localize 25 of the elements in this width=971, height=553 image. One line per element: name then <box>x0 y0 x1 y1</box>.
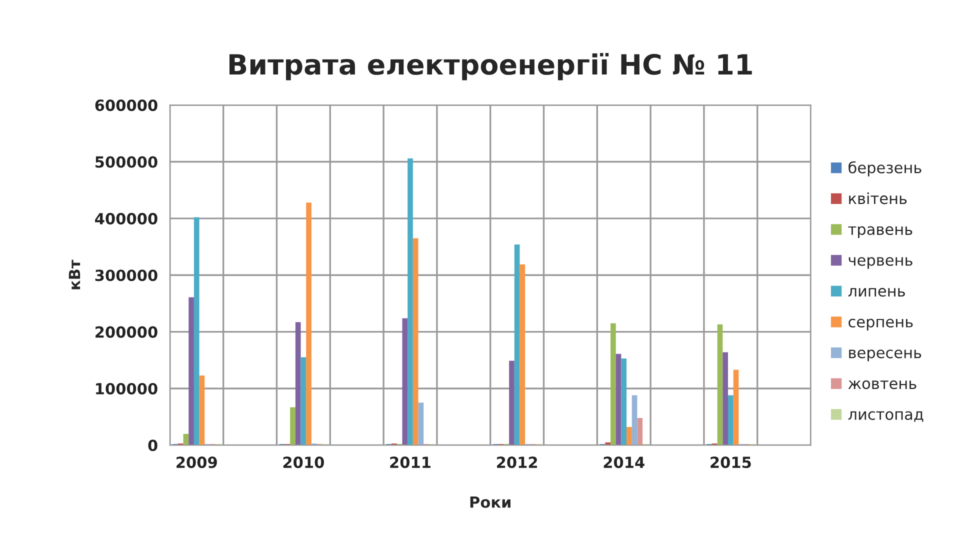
x-tick-label: 2012 <box>497 456 537 468</box>
y-tick-label: 600000 <box>95 100 158 112</box>
x-tick-label: 2014 <box>604 456 644 468</box>
y-tick-label: 0 <box>148 440 158 452</box>
legend-label: червень <box>848 257 912 269</box>
legend-label: серпень <box>848 318 913 330</box>
x-tick-label: 2011 <box>390 456 430 468</box>
legend-label: липень <box>848 288 905 297</box>
y-tick-label: 400000 <box>95 212 158 224</box>
y-tick-label: 200000 <box>96 326 158 338</box>
legend-label: листопад <box>848 411 924 422</box>
x-tick-label: 2015 <box>710 456 751 468</box>
legend-label: жовтень <box>848 380 916 390</box>
y-tick-label: 300000 <box>95 270 158 282</box>
legend-label: вересень <box>849 350 922 362</box>
y-tick-label: 100000 <box>96 382 158 395</box>
legend-label: травень <box>848 226 912 238</box>
y-axis-title: кВт <box>68 260 80 290</box>
legend-label: квітень <box>849 192 907 204</box>
x-axis-title: Роки <box>470 496 510 508</box>
legend-label: березень <box>848 161 922 176</box>
x-tick-label: 2010 <box>283 456 324 468</box>
x-tick-label: 2009 <box>176 456 217 468</box>
chart-title: Витрата електроенергії НС № 11 <box>229 53 752 80</box>
y-tick-label: 500000 <box>96 156 158 168</box>
